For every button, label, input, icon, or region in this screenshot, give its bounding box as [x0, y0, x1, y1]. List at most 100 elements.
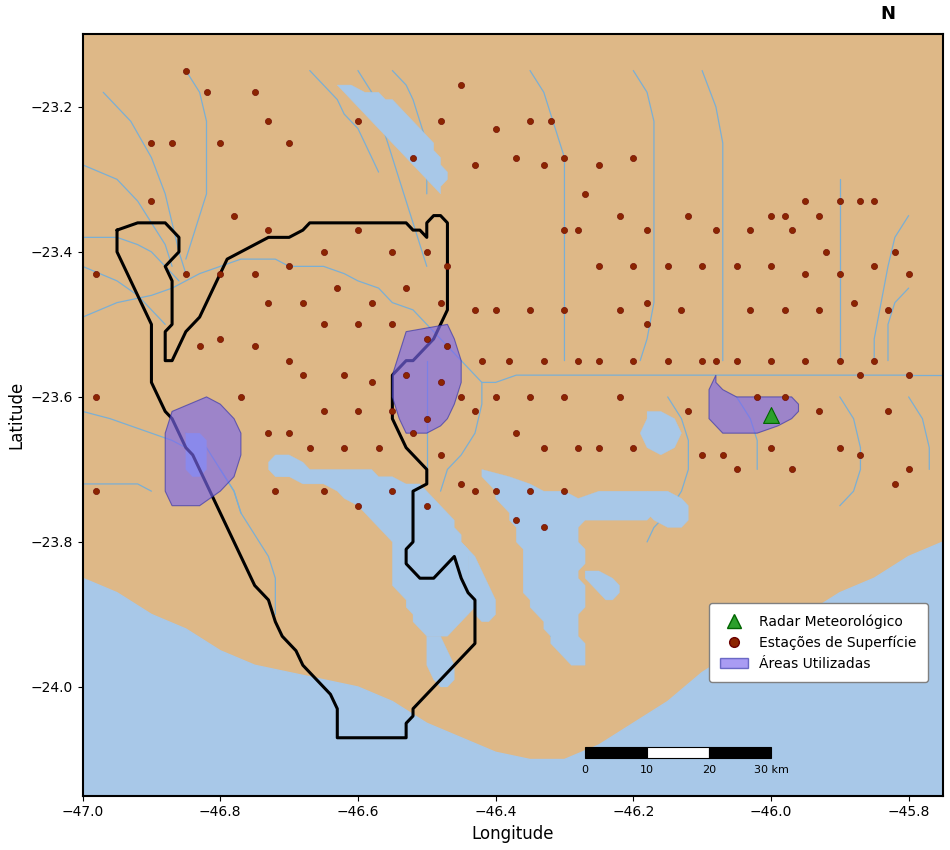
- Point: [881, 405, 896, 418]
- Polygon shape: [579, 491, 654, 520]
- Point: [709, 224, 724, 237]
- Point: [798, 267, 813, 280]
- Point: [453, 390, 468, 404]
- Point: [261, 296, 276, 309]
- Point: [536, 521, 551, 535]
- Point: [440, 259, 455, 273]
- Point: [866, 195, 882, 208]
- Point: [557, 484, 572, 498]
- Point: [639, 224, 655, 237]
- Point: [543, 115, 559, 128]
- Point: [591, 354, 606, 367]
- Point: [729, 259, 744, 273]
- Point: [440, 339, 455, 353]
- Point: [729, 354, 744, 367]
- Point: [832, 267, 847, 280]
- Point: [406, 427, 421, 440]
- Point: [508, 150, 523, 164]
- Point: [639, 296, 655, 309]
- Point: [261, 224, 276, 237]
- Point: [853, 368, 868, 382]
- Point: [571, 354, 586, 367]
- Point: [433, 296, 448, 309]
- Point: [866, 259, 882, 273]
- Polygon shape: [427, 637, 454, 687]
- Point: [88, 484, 104, 498]
- Point: [626, 441, 641, 455]
- Point: [798, 354, 813, 367]
- Point: [488, 484, 504, 498]
- Point: [371, 441, 387, 455]
- Point: [364, 376, 379, 389]
- Point: [811, 303, 826, 317]
- Point: [901, 368, 916, 382]
- Point: [612, 209, 627, 223]
- Point: [522, 390, 538, 404]
- Point: [626, 259, 641, 273]
- Point: [887, 245, 902, 258]
- Point: [536, 158, 551, 172]
- Point: [316, 318, 332, 332]
- Point: [557, 390, 572, 404]
- Point: [433, 448, 448, 462]
- Point: [660, 354, 675, 367]
- Point: [406, 150, 421, 164]
- Point: [694, 354, 710, 367]
- Point: [709, 354, 724, 367]
- Point: [764, 441, 779, 455]
- Point: [798, 195, 813, 208]
- Point: [316, 484, 332, 498]
- Point: [261, 427, 276, 440]
- Point: [316, 405, 332, 418]
- Point: [336, 441, 351, 455]
- Point: [385, 484, 400, 498]
- Point: [508, 513, 523, 527]
- Point: [743, 224, 758, 237]
- Point: [626, 354, 641, 367]
- Point: [213, 332, 228, 346]
- Point: [261, 115, 276, 128]
- Point: [488, 122, 504, 135]
- Point: [557, 150, 572, 164]
- Point: [681, 405, 696, 418]
- Point: [268, 484, 283, 498]
- Bar: [709, 747, 771, 758]
- Point: [536, 441, 551, 455]
- Point: [777, 209, 792, 223]
- Point: [281, 136, 296, 150]
- Point: [811, 209, 826, 223]
- Polygon shape: [585, 571, 619, 600]
- Polygon shape: [165, 397, 241, 506]
- Text: 20: 20: [702, 765, 716, 775]
- Polygon shape: [482, 469, 585, 666]
- X-axis label: Longitude: Longitude: [471, 825, 554, 843]
- Point: [143, 195, 159, 208]
- Point: [866, 354, 882, 367]
- Point: [419, 245, 434, 258]
- Point: [612, 303, 627, 317]
- Point: [557, 224, 572, 237]
- Point: [764, 354, 779, 367]
- Point: [578, 187, 593, 201]
- Point: [626, 150, 641, 164]
- Polygon shape: [461, 542, 496, 621]
- Point: [660, 259, 675, 273]
- Point: [88, 267, 104, 280]
- Point: [281, 259, 296, 273]
- Point: [419, 499, 434, 513]
- Point: [316, 245, 332, 258]
- Point: [557, 303, 572, 317]
- Point: [213, 267, 228, 280]
- Point: [832, 354, 847, 367]
- Point: [453, 477, 468, 490]
- Y-axis label: Latitude: Latitude: [7, 381, 25, 449]
- Point: [234, 390, 249, 404]
- Polygon shape: [647, 491, 689, 528]
- Point: [385, 405, 400, 418]
- Point: [453, 78, 468, 92]
- Point: [853, 195, 868, 208]
- Bar: [585, 747, 647, 758]
- Point: [777, 303, 792, 317]
- Point: [351, 224, 366, 237]
- Point: [179, 267, 194, 280]
